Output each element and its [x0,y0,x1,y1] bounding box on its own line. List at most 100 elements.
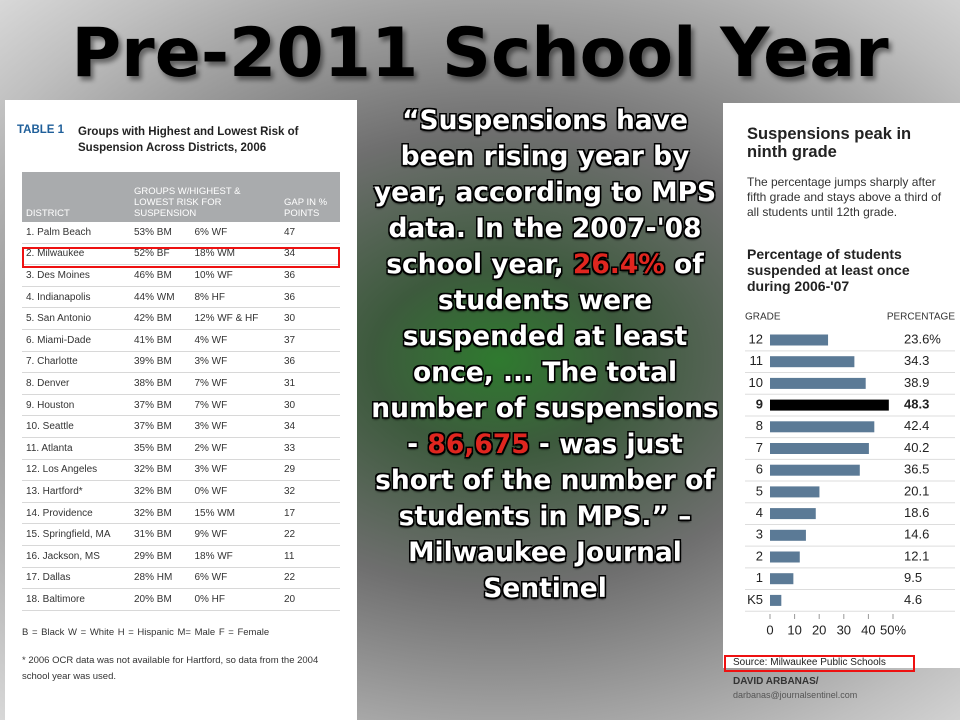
x-tick-label: 0 [766,622,773,637]
table-cell: 37% BM [130,394,191,417]
table-cell: 22 [280,523,340,546]
table-cell: 46% BM [130,264,191,287]
y-tick-label: 1 [756,570,763,585]
table-cell: 7. Charlotte [22,351,130,374]
value-label: 12.1 [904,548,929,563]
bar [770,486,820,498]
table-cell: 12. Los Angeles [22,459,130,482]
y-tick-label: 8 [756,418,763,433]
table-row: 15. Springfield, MA 31% BM 9% WF 22 [22,523,340,546]
y-tick-label: 10 [749,375,763,390]
quote-text: “Suspensions have been rising year by ye… [373,105,717,280]
table-cell: 31% BM [130,523,191,546]
table-label: TABLE 1 [17,124,65,136]
table-cell: 0% HF [190,588,280,611]
table-cell: 3% WF [190,415,280,438]
table-cell: 11 [280,545,340,568]
bar [770,421,875,433]
bar [770,356,855,368]
table-row: 11. Atlanta 35% BM 2% WF 33 [22,437,340,460]
table-cell: 36 [280,351,340,374]
quote-highlight: 26.4% [572,249,665,280]
value-label: 36.5 [904,462,929,477]
table-cell: 15. Springfield, MA [22,523,130,546]
header-cell: GAP IN % POINTS [280,172,340,222]
table-cell: 7% WF [190,394,280,417]
table-cell: 1. Palm Beach [22,222,130,244]
table-cell: 29 [280,459,340,482]
quote-highlight: 86,675 [427,429,530,460]
chart-subtitle: The percentage jumps sharply after fifth… [747,175,942,219]
table-cell: 8. Denver [22,372,130,395]
table-cell: 0% WF [190,480,280,503]
table-title: Groups with Highest and Lowest Risk of S… [78,126,299,154]
table-cell: 29% BM [130,545,191,568]
table-cell: 33 [280,437,340,460]
table-cell: 3. Des Moines [22,264,130,287]
table-row: 7. Charlotte 39% BM 3% WF 36 [22,351,340,374]
table-cell: 4% WF [190,329,280,352]
y-tick-label: 11 [750,353,764,368]
table-cell: 12% WF & HF [190,307,280,330]
chart-panel: Suspensions peak in ninth grade The perc… [723,103,960,668]
table-cell: 10% WF [190,264,280,287]
table-cell: 35% BM [130,437,191,460]
bar [770,573,794,585]
table-cell: 10. Seattle [22,415,130,438]
bar [770,443,869,454]
quote: “Suspensions have been rising year by ye… [368,103,722,607]
y-tick-label: 3 [756,527,763,542]
table-cell: 7% WF [190,372,280,395]
bar [770,529,806,541]
table-cell: 5. San Antonio [22,307,130,330]
value-label: 48.3 [904,397,929,412]
x-tick-label: 50% [880,622,906,637]
table-cell: 3% WF [190,351,280,374]
y-tick-label: K5 [747,592,763,607]
value-label: 9.5 [904,570,922,585]
table-cell: 6% WF [190,222,280,244]
table-cell: 31 [280,372,340,395]
table-cell: 17. Dallas [22,567,130,590]
table-cell: 8% HF [190,286,280,309]
chart-credit: DAVID ARBANAS/ [733,676,819,687]
table-cell: 32% BM [130,480,191,503]
table-cell: 32% BM [130,459,191,482]
quote-text: of students were suspended at least once… [371,249,719,460]
table-cell: 18. Baltimore [22,588,130,611]
header-cell: DISTRICT [22,172,130,222]
table-row: 14. Providence 32% BM 15% WM 17 [22,502,340,525]
table-cell: 22 [280,567,340,590]
chart-credit-email: darbanas@journalsentinel.com [733,690,858,700]
table-cell: 6% WF [190,567,280,590]
value-label: 14.6 [904,527,929,542]
table-row: 1. Palm Beach 53% BM 6% WF 47 [22,222,340,244]
y-tick-label: 12 [749,331,763,346]
table-row: 12. Los Angeles 32% BM 3% WF 29 [22,459,340,482]
table-cell: 20% BM [130,588,191,611]
bar [770,594,782,606]
table-cell: 3% WF [190,459,280,482]
table-cell: 38% BM [130,372,191,395]
table-cell: 16. Jackson, MS [22,545,130,568]
y-tick-label: 2 [756,548,763,563]
table-cell: 36 [280,264,340,287]
y-tick-label: 9 [756,397,763,412]
table-cell: 9. Houston [22,394,130,417]
bar [770,464,860,476]
table-row: 9. Houston 37% BM 7% WF 30 [22,394,340,417]
y-tick-label: 6 [756,462,763,477]
value-label: 4.6 [904,592,922,607]
y-tick-label: 7 [756,440,763,455]
x-tick-label: 20 [812,622,826,637]
highlight-box [22,247,340,268]
table-cell: 32% BM [130,502,191,525]
table-cell: 28% HM [130,567,191,590]
bar [770,377,866,389]
table-cell: 42% BM [130,307,191,330]
value-label: 34.3 [904,353,929,368]
table-cell: 41% BM [130,329,191,352]
table-row: 3. Des Moines 46% BM 10% WF 36 [22,264,340,287]
